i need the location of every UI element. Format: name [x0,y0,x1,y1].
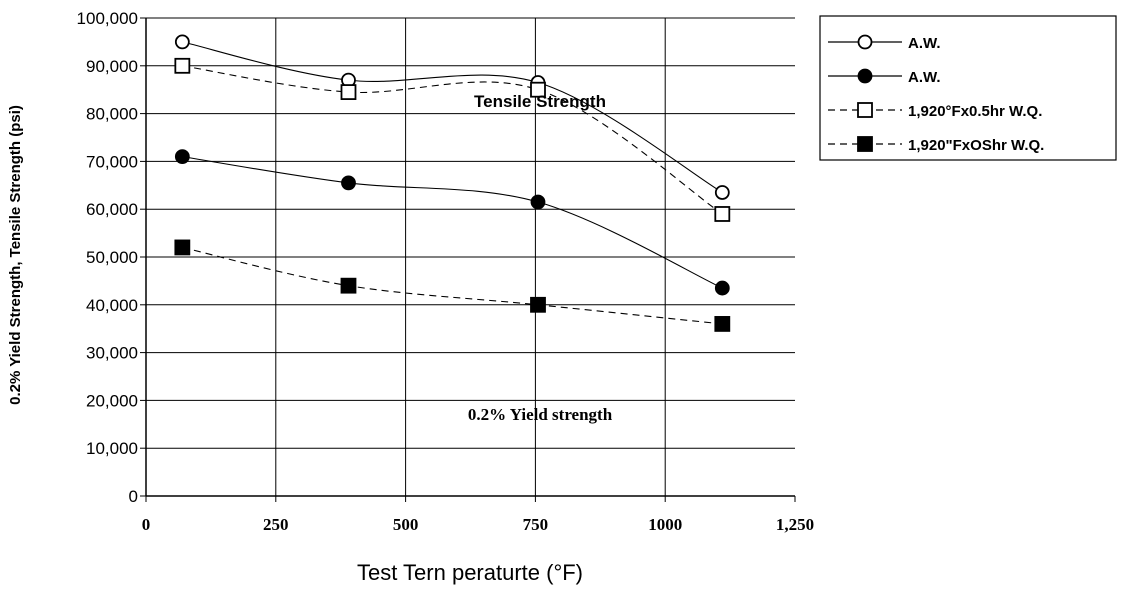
y-tick-label: 40,000 [86,296,138,315]
y-tick-label: 60,000 [86,200,138,219]
filled-square-marker [340,277,357,294]
legend-item: A.W. [828,68,941,86]
x-tick-label: 1,250 [776,515,814,534]
x-axis-title: Test Tern peraturte (°F) [357,560,583,585]
y-tick-label: 70,000 [86,152,138,171]
legend-filled-square-marker [857,136,873,152]
x-tick-label: 1000 [648,515,682,534]
filled-circle-marker [714,280,730,296]
legend-label: 1,920"FxOShr W.Q. [908,137,1044,154]
open-square-marker [340,84,357,100]
y-tick-label: 10,000 [86,439,138,458]
x-tick-label: 750 [523,515,549,534]
filled-circle-marker [530,194,546,210]
y-axis-title: 0.2% Yield Strength, Tensile Strength (p… [7,105,24,405]
legend-label: 1,920°Fx0.5hr W.Q. [908,103,1042,120]
x-tick-labels: 0 250 500 750 1000 1,250 [142,515,814,534]
legend-item: A.W. [828,34,941,52]
legend-open-square-marker [857,102,873,118]
y-tick-label: 20,000 [86,391,138,410]
y-tick-label: 90,000 [86,57,138,76]
open-circle-marker [714,185,730,200]
legend-item: 1,920°Fx0.5hr W.Q. [828,102,1042,120]
series-line [182,156,723,289]
legend-open-circle-marker [857,34,873,50]
legend: A.W. A.W. 1,920°Fx0.5hr W.Q. 1,920"FxOShr W… [819,15,1117,161]
y-tick-label: 100,000 [77,9,138,28]
filled-circle-marker [341,175,356,191]
legend-filled-circle-marker [857,68,873,84]
x-tick-label: 250 [263,515,289,534]
series-4 [174,239,731,332]
series-line [182,41,723,193]
open-circle-marker [174,34,190,50]
filled-square-marker [174,239,191,256]
legend-label: A.W. [908,69,941,86]
grid-lines [140,17,796,502]
open-square-marker [530,81,546,98]
legend-item: 1,920"FxOShr W.Q. [828,136,1044,154]
y-tick-labels: 0 10,000 20,000 30,000 40,000 50,000 60,000 70,… [77,9,138,506]
filled-circle-marker [174,149,190,165]
filled-square-marker [530,296,546,313]
series-line [182,65,723,215]
x-tick-label: 0 [142,515,151,534]
y-tick-label: 30,000 [86,344,138,363]
series-1 [174,34,730,200]
series-3 [174,57,731,222]
y-tick-label: 80,000 [86,105,138,124]
filled-square-marker [714,316,731,332]
annotation-tensile-strength: Tensile Strength [474,92,606,111]
series [174,34,731,332]
open-square-marker [174,57,191,74]
y-tick-label: 0 [129,487,138,506]
series-line [182,246,723,325]
legend-label: A.W. [908,35,941,52]
y-tick-label: 50,000 [86,248,138,267]
axes [145,18,795,497]
annotation-yield-strength: 0.2% Yield strength [468,405,613,424]
open-square-marker [714,206,731,222]
series-2 [174,149,730,296]
x-tick-label: 500 [393,515,419,534]
